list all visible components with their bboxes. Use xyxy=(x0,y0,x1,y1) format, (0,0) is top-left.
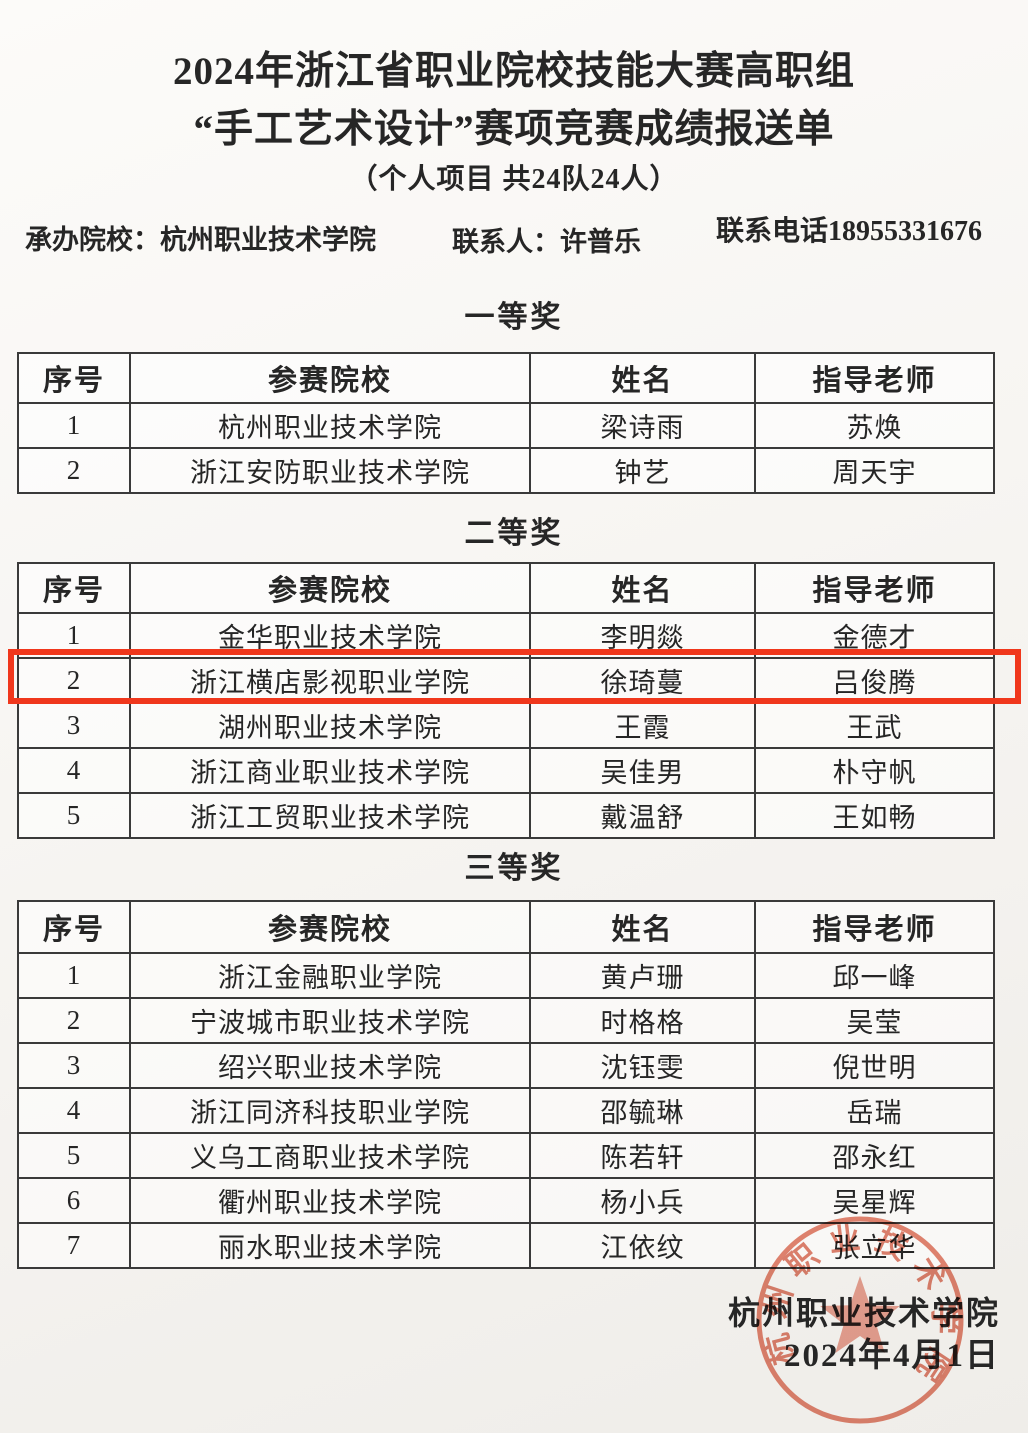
cell-advisor: 吴莹 xyxy=(754,997,995,1044)
cell-index: 3 xyxy=(17,1042,131,1089)
table-header-row: 序号 参赛院校 姓名 指导老师 xyxy=(17,562,995,614)
cell-school: 浙江工贸职业技术学院 xyxy=(129,792,531,839)
cell-school: 湖州职业技术学院 xyxy=(129,702,531,749)
col-header-school: 参赛院校 xyxy=(129,352,531,404)
cell-school: 宁波城市职业技术学院 xyxy=(129,997,531,1044)
cell-index: 2 xyxy=(17,447,131,494)
cell-name: 李明燚 xyxy=(529,612,756,659)
col-header-index: 序号 xyxy=(17,352,131,404)
table-row: 7 丽水职业技术学院 江依纹 张立华 xyxy=(17,1222,995,1269)
cell-name: 吴佳男 xyxy=(529,747,756,794)
table-row: 2 宁波城市职业技术学院 时格格 吴莹 xyxy=(17,997,995,1044)
cell-name: 时格格 xyxy=(529,997,756,1044)
cell-index: 3 xyxy=(17,702,131,749)
table-row: 4 浙江商业职业技术学院 吴佳男 朴守帆 xyxy=(17,747,995,794)
table-row: 2 浙江安防职业技术学院 钟艺 周天宇 xyxy=(17,447,995,494)
page-title-line2: “手工艺术设计”赛项竞赛成绩报送单 xyxy=(193,108,835,151)
col-header-advisor: 指导老师 xyxy=(754,352,995,404)
table-row: 1 杭州职业技术学院 梁诗雨 苏焕 xyxy=(17,402,995,449)
cell-advisor: 周天宇 xyxy=(754,447,995,494)
cell-school: 浙江金融职业学院 xyxy=(129,952,531,999)
cell-school: 衢州职业技术学院 xyxy=(129,1177,531,1224)
first-prize-table: 序号 参赛院校 姓名 指导老师 1 杭州职业技术学院 梁诗雨 苏焕 2 浙江安防… xyxy=(17,352,995,494)
cell-name: 钟艺 xyxy=(529,447,756,494)
cell-advisor: 岳瑞 xyxy=(754,1087,995,1134)
cell-school: 丽水职业技术学院 xyxy=(129,1222,531,1269)
section-title-first-prize: 一等奖 xyxy=(464,301,564,334)
cell-school: 绍兴职业技术学院 xyxy=(129,1042,531,1089)
cell-name: 黄卢珊 xyxy=(529,952,756,999)
cell-school: 杭州职业技术学院 xyxy=(129,402,531,449)
table-row: 5 浙江工贸职业技术学院 戴温舒 王如畅 xyxy=(17,792,995,839)
table-row: 1 金华职业技术学院 李明燚 金德才 xyxy=(17,612,995,659)
cell-index: 5 xyxy=(17,1132,131,1179)
col-header-name: 姓名 xyxy=(529,900,756,954)
table-row: 5 义乌工商职业技术学院 陈若轩 邵永红 xyxy=(17,1132,995,1179)
table-row: 3 湖州职业技术学院 王霞 王武 xyxy=(17,702,995,749)
cell-school: 义乌工商职业技术学院 xyxy=(129,1132,531,1179)
cell-index: 2 xyxy=(17,657,131,704)
cell-name: 戴温舒 xyxy=(529,792,756,839)
cell-index: 2 xyxy=(17,997,131,1044)
cell-index: 5 xyxy=(17,792,131,839)
cell-name: 徐琦蔓 xyxy=(529,657,756,704)
cell-index: 1 xyxy=(17,402,131,449)
cell-school: 浙江安防职业技术学院 xyxy=(129,447,531,494)
cell-index: 4 xyxy=(17,747,131,794)
cell-index: 7 xyxy=(17,1222,131,1269)
page-title-line1: 2024年浙江省职业院校技能大赛高职组 xyxy=(172,50,855,93)
cell-name: 陈若轩 xyxy=(529,1132,756,1179)
cell-advisor: 吕俊腾 xyxy=(754,657,995,704)
host-school-label: 承办院校：杭州职业技术学院 xyxy=(25,225,376,255)
cell-name: 邵毓琳 xyxy=(529,1087,756,1134)
col-header-index: 序号 xyxy=(17,562,131,614)
table-header-row: 序号 参赛院校 姓名 指导老师 xyxy=(17,900,995,954)
third-prize-table: 序号 参赛院校 姓名 指导老师 1 浙江金融职业学院 黄卢珊 邱一峰 2 宁波城… xyxy=(17,900,995,1269)
cell-advisor: 王如畅 xyxy=(754,792,995,839)
page-subtitle: （个人项目 共24队24人） xyxy=(349,164,679,195)
col-header-school: 参赛院校 xyxy=(129,562,531,614)
table-row: 1 浙江金融职业学院 黄卢珊 邱一峰 xyxy=(17,952,995,999)
section-title-second-prize: 二等奖 xyxy=(464,517,564,550)
cell-index: 4 xyxy=(17,1087,131,1134)
cell-advisor: 吴星辉 xyxy=(754,1177,995,1224)
cell-advisor: 邱一峰 xyxy=(754,952,995,999)
section-title-third-prize: 三等奖 xyxy=(464,852,564,885)
cell-name: 王霞 xyxy=(529,702,756,749)
cell-school: 浙江同济科技职业学院 xyxy=(129,1087,531,1134)
cell-school: 浙江横店影视职业学院 xyxy=(129,657,531,704)
footer-date: 2024年4月1日 xyxy=(784,1338,1000,1374)
cell-school: 浙江商业职业技术学院 xyxy=(129,747,531,794)
table-row: 6 衢州职业技术学院 杨小兵 吴星辉 xyxy=(17,1177,995,1224)
cell-advisor: 张立华 xyxy=(754,1222,995,1269)
table-row-highlighted: 2 浙江横店影视职业学院 徐琦蔓 吕俊腾 xyxy=(17,657,995,704)
col-header-name: 姓名 xyxy=(529,562,756,614)
col-header-advisor: 指导老师 xyxy=(754,562,995,614)
contact-phone-label: 联系电话18955331676 xyxy=(716,216,983,247)
second-prize-table: 序号 参赛院校 姓名 指导老师 1 金华职业技术学院 李明燚 金德才 2 浙江横… xyxy=(17,562,995,839)
table-header-row: 序号 参赛院校 姓名 指导老师 xyxy=(17,352,995,404)
cell-school: 金华职业技术学院 xyxy=(129,612,531,659)
cell-name: 梁诗雨 xyxy=(529,402,756,449)
cell-advisor: 朴守帆 xyxy=(754,747,995,794)
cell-advisor: 王武 xyxy=(754,702,995,749)
table-row: 4 浙江同济科技职业学院 邵毓琳 岳瑞 xyxy=(17,1087,995,1134)
cell-index: 1 xyxy=(17,952,131,999)
col-header-advisor: 指导老师 xyxy=(754,900,995,954)
cell-name: 沈钰雯 xyxy=(529,1042,756,1089)
table-row: 3 绍兴职业技术学院 沈钰雯 倪世明 xyxy=(17,1042,995,1089)
cell-name: 江依纹 xyxy=(529,1222,756,1269)
cell-name: 杨小兵 xyxy=(529,1177,756,1224)
cell-advisor: 苏焕 xyxy=(754,402,995,449)
col-header-school: 参赛院校 xyxy=(129,900,531,954)
col-header-index: 序号 xyxy=(17,900,131,954)
cell-index: 6 xyxy=(17,1177,131,1224)
cell-advisor: 邵永红 xyxy=(754,1132,995,1179)
cell-advisor: 金德才 xyxy=(754,612,995,659)
contact-person-label: 联系人：许普乐 xyxy=(452,227,641,257)
col-header-name: 姓名 xyxy=(529,352,756,404)
cell-advisor: 倪世明 xyxy=(754,1042,995,1089)
cell-index: 1 xyxy=(17,612,131,659)
